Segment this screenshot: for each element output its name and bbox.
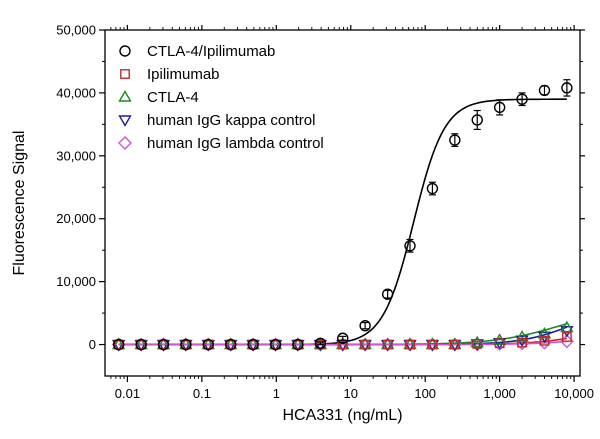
legend-item: human IgG lambda control [118, 135, 324, 152]
legend-label: CTLA-4/Ipilimumab [147, 43, 275, 60]
series-square [113, 332, 572, 350]
data-point [136, 339, 147, 350]
legend-label: human IgG kappa control [147, 112, 315, 129]
x-tick-label: 100 [414, 386, 436, 401]
data-point [405, 339, 415, 350]
data-point [270, 339, 281, 350]
data-point [202, 338, 214, 351]
x-tick-label: 1 [273, 386, 280, 401]
data-point [247, 338, 259, 351]
legend-item: human IgG kappa control [118, 112, 315, 129]
y-tick-label: 30,000 [56, 148, 96, 163]
data-point [404, 240, 416, 252]
x-tick-label: 10,000 [554, 386, 594, 401]
x-axis-title: HCA331 (ng/mL) [282, 407, 402, 424]
data-point [381, 288, 394, 300]
legend-marker [119, 45, 131, 57]
y-tick-label: 0 [89, 337, 96, 352]
data-point [470, 335, 484, 348]
data-point [337, 332, 349, 344]
legend-label: human IgG lambda control [147, 135, 324, 152]
x-axis: 0.01 0.1 1 10 100 1,000 10,000 [110, 25, 594, 401]
legend-marker [118, 136, 132, 150]
data-point [516, 93, 528, 105]
data-point [560, 320, 574, 333]
data-point [112, 338, 125, 351]
data-point [157, 338, 170, 351]
data-point [359, 319, 371, 332]
data-point [158, 339, 169, 350]
y-axis: 0 10,000 20,000 30,000 40,000 50,000 [56, 23, 585, 352]
data-point [515, 330, 529, 342]
data-point [382, 339, 393, 350]
data-point [449, 134, 461, 146]
data-point [494, 338, 505, 349]
data-point [360, 339, 371, 350]
data-point [537, 326, 552, 339]
data-point [314, 337, 327, 349]
legend-item: CTLA-4/Ipilimumab [119, 43, 275, 60]
data-point [493, 101, 506, 114]
legend: CTLA-4/Ipilimumab Ipilimumab CTLA-4 human I… [118, 43, 324, 152]
data-point [292, 338, 304, 351]
data-point [471, 114, 483, 126]
y-tick-label: 10,000 [56, 274, 96, 289]
data-point [113, 339, 124, 350]
legend-label: Ipilimumab [147, 66, 220, 83]
data-point [135, 338, 147, 351]
data-point [561, 82, 573, 94]
legend-item: Ipilimumab [120, 66, 220, 83]
legend-label: CTLA-4 [147, 89, 199, 106]
legend-marker [120, 69, 130, 79]
data-point [538, 84, 551, 97]
x-tick-label: 10 [344, 386, 358, 401]
fit-curves [118, 98, 568, 346]
data-point [426, 182, 439, 195]
y-tick-label: 20,000 [56, 211, 96, 226]
data-point [449, 339, 460, 350]
series-circle [112, 79, 573, 351]
data-point [472, 339, 483, 349]
x-tick-label: 0.01 [115, 386, 140, 401]
data-point [427, 339, 438, 350]
y-tick-label: 50,000 [56, 23, 96, 38]
legend-marker [118, 115, 132, 127]
data-point [180, 338, 192, 351]
x-tick-label: 1,000 [483, 386, 516, 401]
data-point [180, 339, 191, 350]
data-point [293, 339, 303, 350]
plot-area-border [104, 29, 581, 377]
y-axis-title: Fluorescence Signal [11, 131, 28, 276]
data-point [517, 337, 527, 348]
data-point [269, 338, 282, 351]
y-tick-label: 40,000 [56, 85, 96, 100]
data-point [225, 339, 236, 350]
legend-marker [118, 90, 132, 102]
legend-item: CTLA-4 [118, 89, 199, 106]
data-markers [111, 79, 574, 352]
data-point [561, 332, 572, 342]
data-point [539, 335, 550, 346]
data-point [225, 338, 237, 351]
plot-frame [104, 29, 581, 377]
fit-curve [118, 340, 567, 346]
data-point [248, 339, 259, 350]
x-tick-label: 0.1 [193, 386, 211, 401]
data-point [203, 339, 214, 350]
